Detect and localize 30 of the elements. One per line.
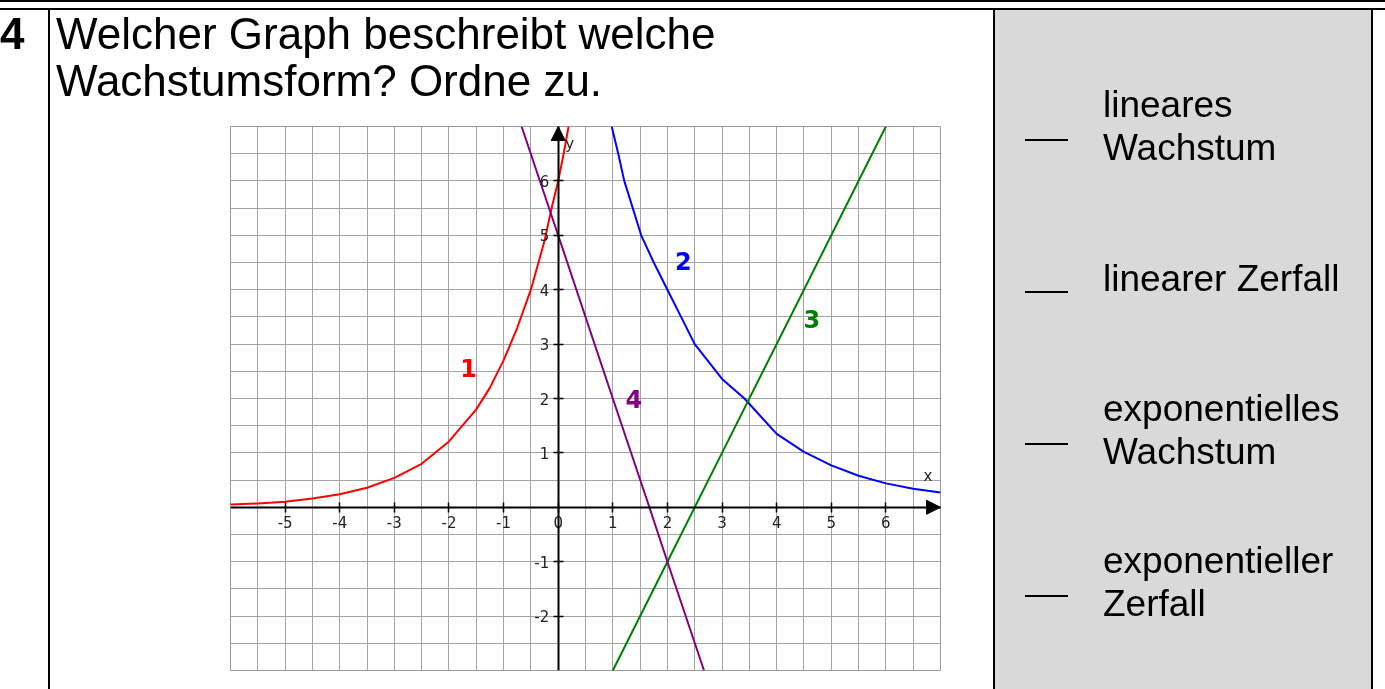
y-axis-title: y <box>565 134 575 153</box>
y-tick-label: -2 <box>534 608 550 627</box>
text: linearer Zerfall <box>1103 256 1341 300</box>
series-label: 3 <box>803 305 821 334</box>
series-label: 2 <box>675 247 692 276</box>
x-tick-label: -2 <box>441 514 457 533</box>
y-tick-label: 4 <box>539 281 550 300</box>
series-label: 1 <box>460 355 477 384</box>
x-tick-label: -4 <box>332 514 348 533</box>
series-label: 4 <box>625 385 643 414</box>
x-tick-label: -5 <box>277 514 293 533</box>
y-tick-label: 2 <box>539 390 550 409</box>
x-tick-label: 6 <box>881 514 891 533</box>
x-tick-label: -1 <box>496 514 512 533</box>
x-tick-label: 1 <box>608 514 618 533</box>
y-tick-label: -1 <box>534 553 550 572</box>
text: lineares Wachstum <box>1103 83 1278 169</box>
x-tick-label: 4 <box>771 514 782 533</box>
x-tick-label: -3 <box>386 514 402 533</box>
y-tick-label: 1 <box>539 444 550 463</box>
text: 4 <box>0 9 25 58</box>
x-axis-title: x <box>923 467 933 486</box>
x-tick-label: 5 <box>826 514 837 533</box>
text: exponentieller Zerfall <box>1103 539 1335 625</box>
text: exponentielles Wachstum <box>1103 387 1341 473</box>
y-tick-label: 6 <box>539 172 550 191</box>
x-tick-label: 3 <box>717 514 727 533</box>
y-tick-label: 3 <box>539 336 550 355</box>
chart-title: Welcher Graph beschreibt welche Wachstumsform? Ordne zu. <box>55 9 717 105</box>
x-tick-label: 2 <box>662 514 673 533</box>
